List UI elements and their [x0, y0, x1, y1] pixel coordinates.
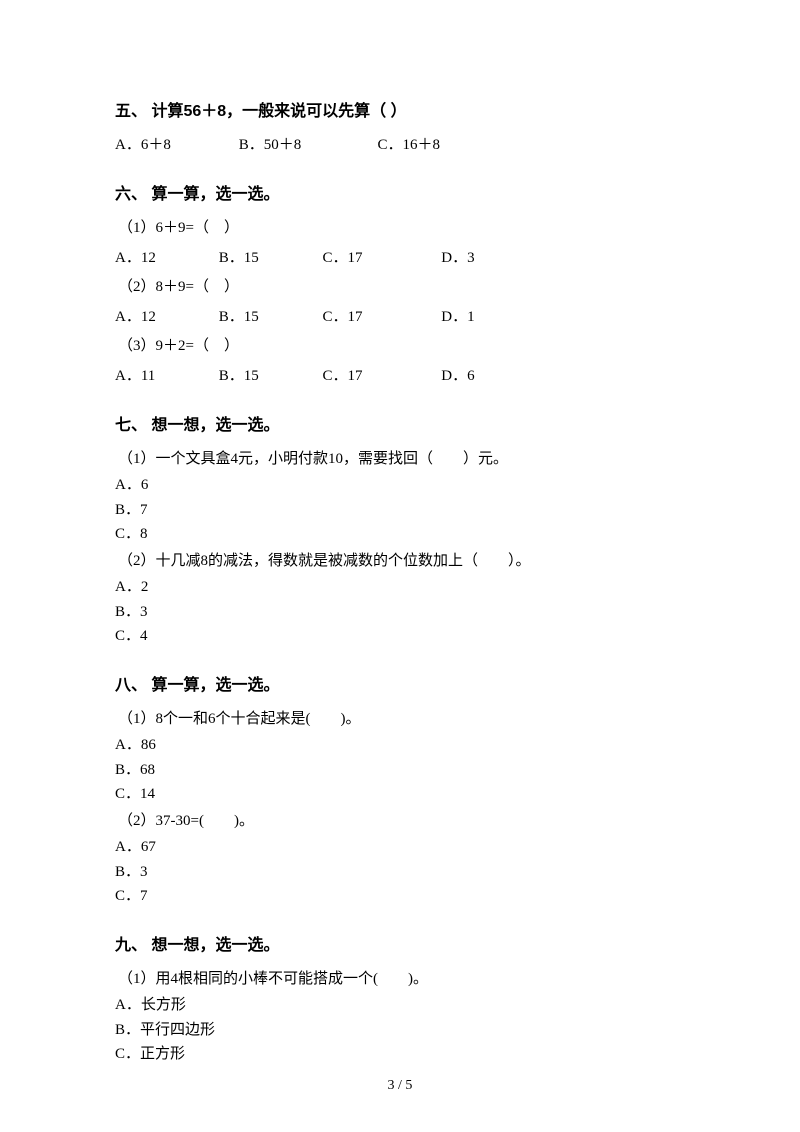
- s6-q2-options: A．12 B．15 C．17 D．1: [115, 306, 685, 329]
- s6-q2-b: B．15: [219, 306, 319, 329]
- s7-q1: （1）一个文具盒4元，小明付款10，需要找回（ ）元。: [118, 448, 685, 471]
- s8-q1-b: B．68: [115, 759, 685, 782]
- s5-opt-a: A．6＋8: [115, 134, 235, 157]
- s9-q1-a: A．长方形: [115, 994, 685, 1017]
- s9-q1-c: C．正方形: [115, 1043, 685, 1066]
- s5-opt-c: C．16＋8: [378, 134, 441, 157]
- s8-q1-a: A．86: [115, 734, 685, 757]
- s6-q3-d: D．6: [441, 365, 474, 388]
- s6-q1-d: D．3: [441, 247, 474, 270]
- s6-q2-c: C．17: [323, 306, 438, 329]
- s7-q1-a: A．6: [115, 474, 685, 497]
- s6-q1-options: A．12 B．15 C．17 D．3: [115, 247, 685, 270]
- s9-q1-b: B．平行四边形: [115, 1019, 685, 1042]
- s8-q1-c: C．14: [115, 783, 685, 806]
- s6-q1-a: A．12: [115, 247, 215, 270]
- s7-q1-c: C．8: [115, 523, 685, 546]
- s8-q2-b: B．3: [115, 861, 685, 884]
- section-5-title: 五、 计算56＋8，一般来说可以先算（ ）: [115, 100, 685, 124]
- section-9-title: 九、 想一想，选一选。: [115, 934, 685, 958]
- s6-q3-options: A．11 B．15 C．17 D．6: [115, 365, 685, 388]
- s6-q2-a: A．12: [115, 306, 215, 329]
- page-footer: 3 / 5: [0, 1078, 800, 1094]
- s6-q2-d: D．1: [441, 306, 474, 329]
- s8-q2-c: C．7: [115, 885, 685, 908]
- section-7-title: 七、 想一想，选一选。: [115, 414, 685, 438]
- s6-q1-c: C．17: [323, 247, 438, 270]
- section-5-options: A．6＋8 B．50＋8 C．16＋8: [115, 134, 685, 157]
- s9-q1: （1）用4根相同的小棒不可能搭成一个( )。: [118, 968, 685, 991]
- section-8-title: 八、 算一算，选一选。: [115, 674, 685, 698]
- s6-q1: （1）6＋9=（ ）: [118, 217, 685, 240]
- s6-q3: （3）9＋2=（ ）: [118, 335, 685, 358]
- s7-q1-b: B．7: [115, 499, 685, 522]
- s8-q2-a: A．67: [115, 836, 685, 859]
- s6-q3-c: C．17: [323, 365, 438, 388]
- s5-opt-b: B．50＋8: [239, 134, 374, 157]
- s8-q2: （2）37-30=( )。: [118, 810, 685, 833]
- s6-q1-b: B．15: [219, 247, 319, 270]
- section-6-title: 六、 算一算，选一选。: [115, 183, 685, 207]
- s8-q1: （1）8个一和6个十合起来是( )。: [118, 708, 685, 731]
- s7-q2-a: A．2: [115, 576, 685, 599]
- s7-q2-c: C．4: [115, 625, 685, 648]
- s6-q3-b: B．15: [219, 365, 319, 388]
- s6-q2: （2）8＋9=（ ）: [118, 276, 685, 299]
- s7-q2-b: B．3: [115, 601, 685, 624]
- s7-q2: （2）十几减8的减法，得数就是被减数的个位数加上（ ）。: [118, 550, 685, 573]
- s6-q3-a: A．11: [115, 365, 215, 388]
